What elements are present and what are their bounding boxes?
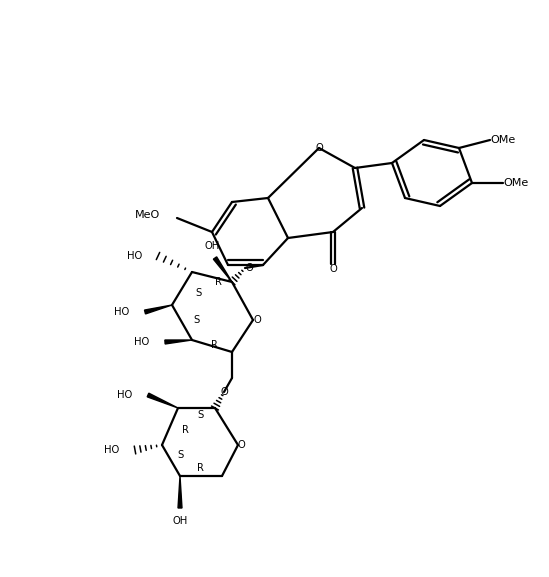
Text: S: S [195, 288, 201, 298]
Text: R: R [215, 277, 221, 287]
Text: OMe: OMe [503, 178, 528, 188]
Text: HO: HO [134, 337, 149, 347]
Text: R: R [211, 340, 217, 350]
Text: O: O [329, 264, 337, 274]
Text: O: O [245, 263, 253, 273]
Polygon shape [214, 257, 232, 282]
Text: HO: HO [104, 445, 119, 455]
Text: O: O [253, 315, 261, 325]
Polygon shape [165, 340, 192, 344]
Polygon shape [144, 305, 172, 314]
Text: O: O [315, 143, 323, 153]
Text: O: O [238, 440, 246, 450]
Text: OH: OH [172, 516, 188, 526]
Text: S: S [193, 315, 199, 325]
Text: OMe: OMe [490, 135, 516, 145]
Text: R: R [182, 425, 188, 435]
Text: HO: HO [117, 390, 132, 400]
Text: O: O [220, 387, 228, 397]
Polygon shape [147, 393, 178, 408]
Polygon shape [178, 476, 182, 508]
Text: MeO: MeO [135, 210, 160, 220]
Text: HO: HO [114, 307, 129, 317]
Text: S: S [197, 410, 203, 420]
Text: R: R [197, 463, 204, 473]
Text: S: S [177, 450, 183, 460]
Text: OH: OH [204, 241, 220, 251]
Text: HO: HO [127, 251, 142, 261]
